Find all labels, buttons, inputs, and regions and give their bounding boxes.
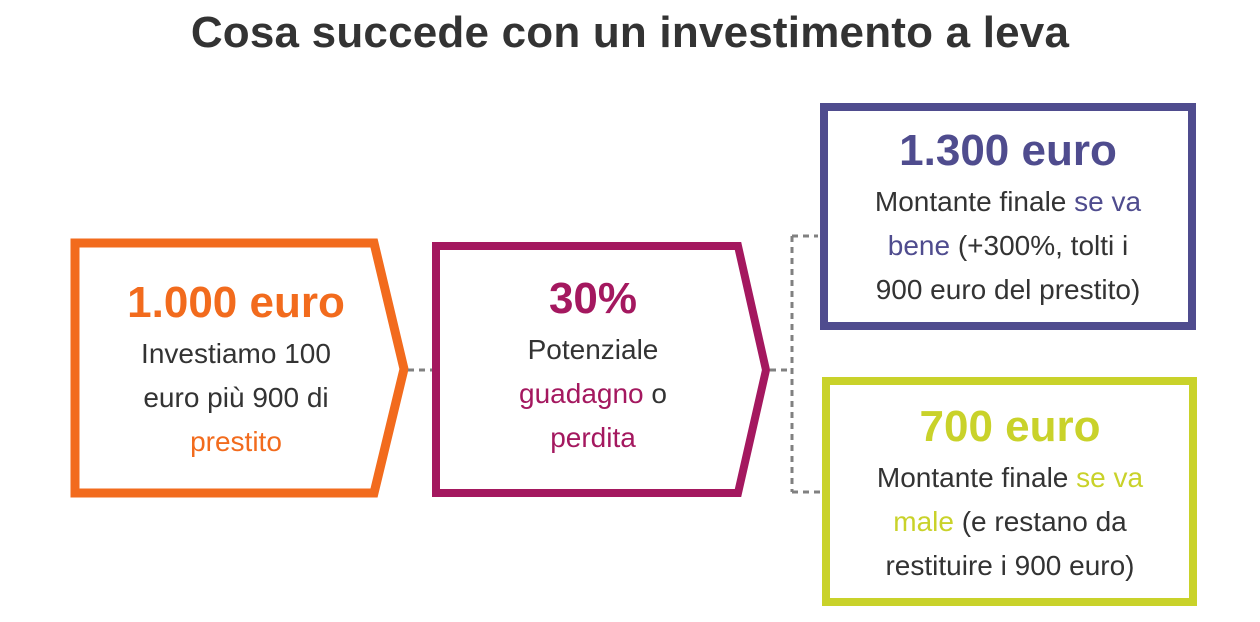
bad-outcome-pre: Montante finale	[876, 462, 1077, 493]
bad-outcome-post-b: restituire i 900 euro)	[885, 550, 1135, 581]
change-between: o	[643, 378, 667, 409]
bad-outcome-highlight-b: male	[893, 506, 954, 537]
investment-line1: Investiamo 100	[141, 338, 331, 369]
investment-text: 1.000 euro Investiamo 100 euro più 900 d…	[86, 274, 386, 464]
change-highlight-loss: perdita	[550, 422, 636, 453]
page-title: Cosa succede con un investimento a leva	[190, 8, 1070, 57]
change-highlight-gain: guadagno	[519, 378, 644, 409]
good-outcome-pre: Montante finale	[874, 186, 1075, 217]
change-text: 30% Potenziale guadagno o perdita	[446, 270, 740, 460]
good-outcome-highlight-b: bene	[887, 230, 951, 261]
good-outcome-post-a: (+300%, tolti i	[950, 230, 1129, 261]
change-amount: 30%	[548, 274, 638, 323]
change-line1: Potenziale	[527, 334, 659, 365]
investment-line2: euro più 900 di	[143, 382, 329, 413]
bad-outcome-text: 700 euro Montante finale se va male (e r…	[836, 398, 1184, 588]
change-arrow-box	[432, 242, 771, 497]
bad-outcome-box	[822, 377, 1197, 606]
good-outcome-box	[820, 103, 1196, 330]
bad-outcome-amount: 700 euro	[919, 402, 1101, 451]
good-outcome-amount: 1.300 euro	[899, 126, 1117, 175]
bad-outcome-post-a: (e restano da	[953, 506, 1127, 537]
investment-amount: 1.000 euro	[127, 278, 345, 327]
investment-highlight: prestito	[190, 426, 282, 457]
good-outcome-post-b: 900 euro del prestito)	[875, 274, 1141, 305]
good-outcome-highlight-a: se va	[1074, 186, 1142, 217]
bad-outcome-highlight-a: se va	[1076, 462, 1144, 493]
good-outcome-text: 1.300 euro Montante finale se va bene (+…	[834, 122, 1182, 312]
investment-arrow-box	[70, 238, 409, 498]
